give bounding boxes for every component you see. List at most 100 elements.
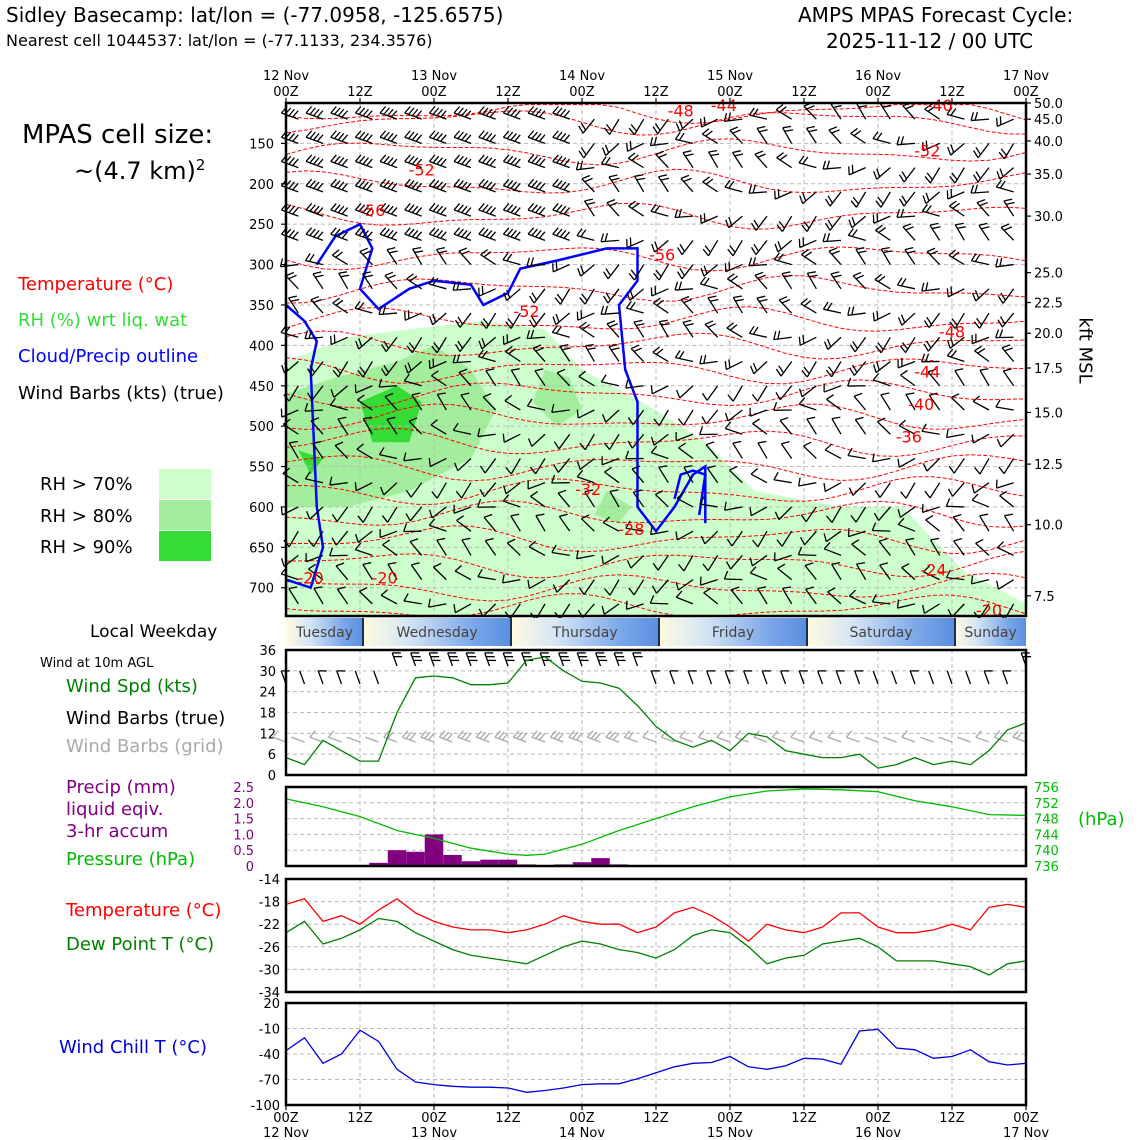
- weekday-segment: [286, 618, 364, 646]
- grid-wind-barb-flag: [387, 731, 394, 740]
- upper-wind-barb: [824, 449, 842, 460]
- upper-wind-barb: [404, 160, 422, 169]
- upper-wind-barb-flag: [927, 368, 937, 373]
- upper-wind-barb: [904, 249, 916, 265]
- top-tick-hour: 12Z: [495, 85, 521, 100]
- upper-wind-barb-flag: [703, 587, 712, 594]
- upper-wind-barb: [601, 381, 620, 387]
- height-tick-label: 12.5: [1034, 458, 1063, 473]
- upper-wind-barb-flag: [457, 340, 464, 349]
- upper-wind-barb-flag: [902, 223, 912, 228]
- upper-wind-barb-flag: [804, 251, 813, 258]
- upper-wind-barb: [675, 215, 694, 219]
- upper-wind-barb-flag: [975, 538, 984, 544]
- upper-wind-barb-flag: [437, 392, 446, 396]
- upper-wind-barb-flag: [775, 368, 782, 377]
- upper-wind-barb-flag: [330, 203, 337, 211]
- upper-wind-barb: [706, 385, 719, 401]
- upper-wind-barb-flag: [609, 323, 618, 328]
- grid-wind-barb-flag: [586, 730, 594, 738]
- grid-wind-barb: [402, 736, 416, 743]
- upper-wind-barb-flag: [945, 569, 951, 578]
- upper-wind-barb-flag: [801, 224, 808, 232]
- upper-wind-barb: [724, 118, 743, 122]
- upper-wind-barb: [902, 105, 916, 120]
- upper-wind-barb: [584, 288, 595, 305]
- upper-wind-barb: [502, 579, 521, 584]
- upper-wind-barb-flag: [803, 366, 810, 375]
- upper-wind-barb-flag: [432, 228, 440, 236]
- upper-wind-barb-flag: [653, 297, 661, 304]
- upper-wind-barb: [281, 160, 299, 169]
- upper-wind-barb-flag: [798, 336, 801, 346]
- upper-wind-barb-flag: [678, 350, 685, 359]
- upper-wind-barb: [704, 530, 719, 545]
- upper-wind-barb-flag: [900, 278, 907, 287]
- upper-wind-barb-flag: [436, 133, 443, 141]
- upper-wind-barb-flag: [723, 112, 728, 122]
- upper-wind-barb-flag: [379, 203, 387, 211]
- upper-wind-barb-flag: [528, 540, 537, 548]
- upper-wind-barb-flag: [554, 297, 561, 305]
- upper-wind-barb: [756, 128, 768, 144]
- upper-wind-barb: [727, 278, 743, 290]
- temperature-contour: [285, 403, 1027, 430]
- upper-wind-barb: [285, 275, 299, 290]
- upper-wind-barb-flag: [387, 108, 394, 117]
- upper-wind-barb-flag: [778, 365, 785, 374]
- upper-wind-barb-flag: [896, 599, 900, 609]
- upper-wind-barb-flag: [649, 137, 654, 146]
- upper-wind-barb-flag: [850, 127, 858, 134]
- upper-wind-barb: [460, 394, 472, 411]
- upper-wind-barb-flag: [581, 174, 591, 180]
- upper-wind-barb-flag: [457, 155, 464, 164]
- upper-wind-barb-flag: [823, 542, 831, 550]
- upper-wind-barb: [355, 482, 373, 492]
- upper-wind-barb: [779, 385, 793, 401]
- upper-wind-barb-flag: [354, 300, 361, 309]
- upper-wind-barb-flag: [878, 227, 887, 234]
- upper-wind-barb-flag: [675, 123, 681, 132]
- upper-wind-barb-flag: [950, 108, 957, 116]
- upper-wind-barb-flag: [674, 281, 679, 291]
- upper-wind-barb: [676, 497, 694, 508]
- precip-ytick-label: 0.5: [233, 844, 254, 859]
- upper-wind-barb: [928, 312, 941, 329]
- upper-wind-barb: [557, 492, 571, 508]
- upper-wind-barb-flag: [379, 227, 387, 235]
- upper-wind-barb: [453, 209, 472, 217]
- upper-wind-barb: [403, 600, 422, 605]
- upper-wind-barb: [900, 374, 916, 387]
- upper-wind-barb-flag: [975, 317, 983, 326]
- upper-wind-barb: [335, 565, 349, 581]
- upper-wind-barb-flag: [625, 520, 631, 529]
- upper-wind-barb: [305, 554, 324, 563]
- wind10m-title: Wind at 10m AGL: [40, 656, 154, 671]
- upper-wind-barb: [926, 251, 941, 266]
- upper-wind-barb-flag: [354, 227, 362, 235]
- pressure-tick-label: 400: [249, 339, 274, 354]
- upper-wind-barb-flag: [802, 192, 807, 202]
- upper-wind-barb: [700, 215, 718, 224]
- upper-wind-barb-flag: [997, 319, 1003, 328]
- upper-wind-barb: [921, 430, 940, 435]
- upper-wind-barb-flag: [653, 418, 660, 426]
- upper-wind-barb-flag: [563, 110, 571, 118]
- upper-wind-barb: [510, 369, 521, 387]
- upper-wind-barb-flag: [930, 537, 940, 541]
- upper-wind-barb: [854, 419, 867, 435]
- upper-wind-barb: [330, 185, 348, 193]
- upper-wind-barb-flag: [559, 230, 567, 238]
- temp-contour-label: -48: [668, 102, 694, 121]
- upper-wind-barb-flag: [337, 416, 347, 420]
- upper-wind-barb: [901, 567, 916, 581]
- upper-wind-barb-flag: [404, 364, 409, 374]
- upper-wind-barb: [436, 394, 447, 411]
- upper-wind-barb: [675, 433, 694, 442]
- upper-wind-barb: [952, 516, 965, 532]
- upper-wind-barb-flag: [559, 133, 567, 141]
- upper-wind-barb: [579, 326, 595, 338]
- upper-wind-barb-flag: [853, 130, 862, 137]
- upper-wind-barb: [880, 191, 891, 208]
- upper-wind-barb-flag: [627, 417, 634, 425]
